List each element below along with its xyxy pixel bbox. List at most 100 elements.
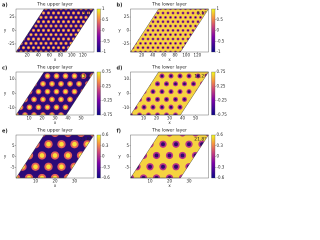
cold-core [147,82,150,86]
hot-core [85,25,87,27]
hot-spot [44,50,48,52]
hot-spot [16,20,21,24]
hot-spot [59,50,63,52]
cold-core [194,42,197,45]
hot-core [32,82,36,86]
hot-core [62,20,65,23]
colorbar-tick-label: 0.3 [217,143,224,148]
hot-spot [86,28,91,32]
hot-core [95,51,97,53]
hot-core [90,42,92,45]
cold-core [152,38,154,40]
cold-core [152,12,154,14]
y-axis-label: y [4,91,7,96]
hot-spot [17,73,24,79]
cold-spot [204,104,209,110]
cold-core [210,8,212,10]
hot-core [95,8,97,10]
x-tick-label: 20 [139,53,145,58]
hot-spot [71,46,76,50]
colorbar-tick-label: 1 [102,6,105,11]
cold-core [149,9,152,10]
cold-core [120,82,123,85]
hot-core [65,33,67,36]
hot-core [78,135,84,136]
hot-core [17,20,20,23]
cold-spot [191,66,196,71]
hot-core [27,29,30,32]
x-tick-label: 20 [167,179,173,184]
cold-spot [132,3,135,6]
hot-core [82,20,85,23]
hot-spot [91,37,94,41]
angle-label: 5.1° [83,11,92,17]
hot-core [72,29,75,32]
y-tick-label: 0 [12,91,15,96]
hot-core [40,25,42,27]
hot-core [59,164,64,170]
hot-core [77,97,81,102]
cold-core [127,38,129,40]
cold-core [161,142,165,147]
colorbar-tick-label: 0.25 [102,83,111,88]
cold-spot [174,9,177,11]
y-tick-label: -5 [11,164,15,169]
hot-core [40,42,42,45]
cold-core [156,113,159,115]
hot-core [25,16,27,19]
cold-spot [142,3,145,6]
panel-title: The upper layer [36,128,73,134]
cold-core [205,105,209,109]
cold-spot [154,112,161,115]
cold-core [142,105,146,109]
hot-core [77,12,80,14]
cold-core [187,90,191,93]
cold-core [122,142,126,146]
cold-core [167,153,172,158]
hot-core [60,25,62,27]
hot-spot [86,46,91,50]
cold-core [184,25,187,27]
hot-core [42,46,45,49]
hot-core [57,38,60,40]
cold-spot [189,41,192,45]
hot-core [59,82,63,86]
panel-label: d) [117,66,123,72]
cold-spot [163,112,170,115]
hot-spot [22,3,25,6]
cold-spot [127,20,130,23]
hot-core [75,25,77,27]
hot-core [33,3,35,5]
colorbar-tick-label: -0.6 [102,175,110,180]
hot-core [95,42,97,44]
colorbar-tick-label: -0.3 [217,164,225,169]
hot-core [90,105,94,109]
cold-core [192,46,194,49]
cold-spot [164,9,167,11]
hot-core [73,3,75,5]
hot-core [50,9,52,10]
cold-core [202,12,204,14]
hot-core [23,82,27,86]
hot-core [26,135,32,136]
hot-core [87,38,90,40]
cold-core [197,12,199,14]
cold-spot [191,37,195,41]
cold-core [127,4,129,6]
cold-spot [197,3,200,6]
cold-core [157,46,159,49]
cold-core [174,16,177,19]
hot-core [40,33,42,36]
cold-spot [194,33,197,37]
y-tick-label: 0 [12,154,15,159]
cold-core [157,38,159,40]
x-tick-label: 10 [26,116,32,121]
cold-core [144,51,147,52]
cold-core [157,29,159,32]
hot-spot [84,33,88,37]
hot-spot [79,41,83,45]
cold-core [201,67,204,70]
cold-core [152,46,154,49]
cold-core [142,131,146,135]
